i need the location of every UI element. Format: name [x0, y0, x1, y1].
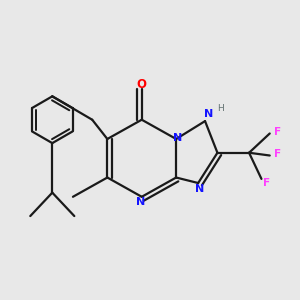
Text: O: O [137, 78, 147, 91]
Text: N: N [173, 133, 182, 142]
Text: F: F [263, 178, 271, 188]
Text: F: F [274, 149, 281, 159]
Text: N: N [204, 109, 213, 119]
Text: H: H [217, 104, 224, 113]
Text: N: N [136, 197, 145, 207]
Text: N: N [195, 184, 204, 194]
Text: F: F [274, 127, 281, 137]
